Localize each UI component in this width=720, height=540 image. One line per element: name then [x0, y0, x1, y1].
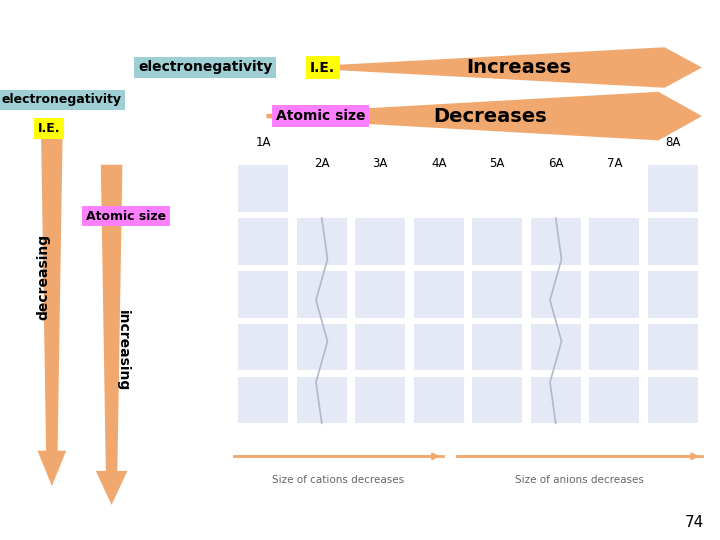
FancyBboxPatch shape — [414, 218, 464, 265]
FancyBboxPatch shape — [531, 324, 580, 370]
FancyBboxPatch shape — [590, 218, 639, 265]
Text: Increases: Increases — [466, 58, 571, 77]
FancyBboxPatch shape — [531, 377, 580, 423]
FancyBboxPatch shape — [472, 218, 522, 265]
FancyBboxPatch shape — [356, 377, 405, 423]
Text: 3A: 3A — [372, 157, 388, 170]
FancyBboxPatch shape — [356, 271, 405, 318]
FancyBboxPatch shape — [297, 324, 347, 370]
FancyBboxPatch shape — [590, 377, 639, 423]
FancyBboxPatch shape — [648, 271, 698, 318]
Text: 7A: 7A — [606, 157, 622, 170]
Polygon shape — [37, 132, 66, 486]
FancyBboxPatch shape — [238, 218, 288, 265]
FancyBboxPatch shape — [472, 324, 522, 370]
FancyBboxPatch shape — [648, 165, 698, 212]
FancyBboxPatch shape — [414, 324, 464, 370]
FancyBboxPatch shape — [531, 271, 580, 318]
Text: 74: 74 — [685, 515, 704, 530]
FancyBboxPatch shape — [472, 271, 522, 318]
Text: electronegativity: electronegativity — [1, 93, 121, 106]
Text: 2A: 2A — [314, 157, 330, 170]
FancyBboxPatch shape — [297, 271, 347, 318]
FancyBboxPatch shape — [238, 271, 288, 318]
Text: 8A: 8A — [665, 136, 680, 148]
FancyBboxPatch shape — [531, 218, 580, 265]
FancyBboxPatch shape — [590, 271, 639, 318]
FancyBboxPatch shape — [356, 218, 405, 265]
FancyBboxPatch shape — [297, 218, 347, 265]
FancyBboxPatch shape — [297, 377, 347, 423]
Text: electronegativity: electronegativity — [138, 60, 272, 75]
FancyBboxPatch shape — [238, 324, 288, 370]
Text: 1A: 1A — [256, 136, 271, 148]
Polygon shape — [328, 47, 702, 87]
Polygon shape — [266, 92, 702, 140]
Text: Decreases: Decreases — [433, 106, 546, 126]
FancyBboxPatch shape — [648, 377, 698, 423]
FancyBboxPatch shape — [356, 324, 405, 370]
Text: increasing: increasing — [115, 310, 130, 392]
FancyBboxPatch shape — [238, 165, 288, 212]
Text: decreasing: decreasing — [36, 234, 50, 320]
Text: Atomic size: Atomic size — [276, 109, 365, 123]
Text: I.E.: I.E. — [37, 122, 60, 135]
Text: Size of cations decreases: Size of cations decreases — [272, 475, 405, 485]
FancyBboxPatch shape — [472, 377, 522, 423]
Text: Size of anions decreases: Size of anions decreases — [516, 475, 644, 485]
FancyBboxPatch shape — [590, 324, 639, 370]
FancyBboxPatch shape — [414, 271, 464, 318]
FancyBboxPatch shape — [648, 218, 698, 265]
FancyBboxPatch shape — [238, 377, 288, 423]
Polygon shape — [96, 165, 127, 505]
Text: I.E.: I.E. — [310, 60, 335, 75]
Text: Atomic size: Atomic size — [86, 210, 166, 222]
FancyBboxPatch shape — [414, 377, 464, 423]
FancyBboxPatch shape — [648, 324, 698, 370]
Text: 5A: 5A — [490, 157, 505, 170]
Text: 4A: 4A — [431, 157, 446, 170]
Text: 6A: 6A — [548, 157, 564, 170]
